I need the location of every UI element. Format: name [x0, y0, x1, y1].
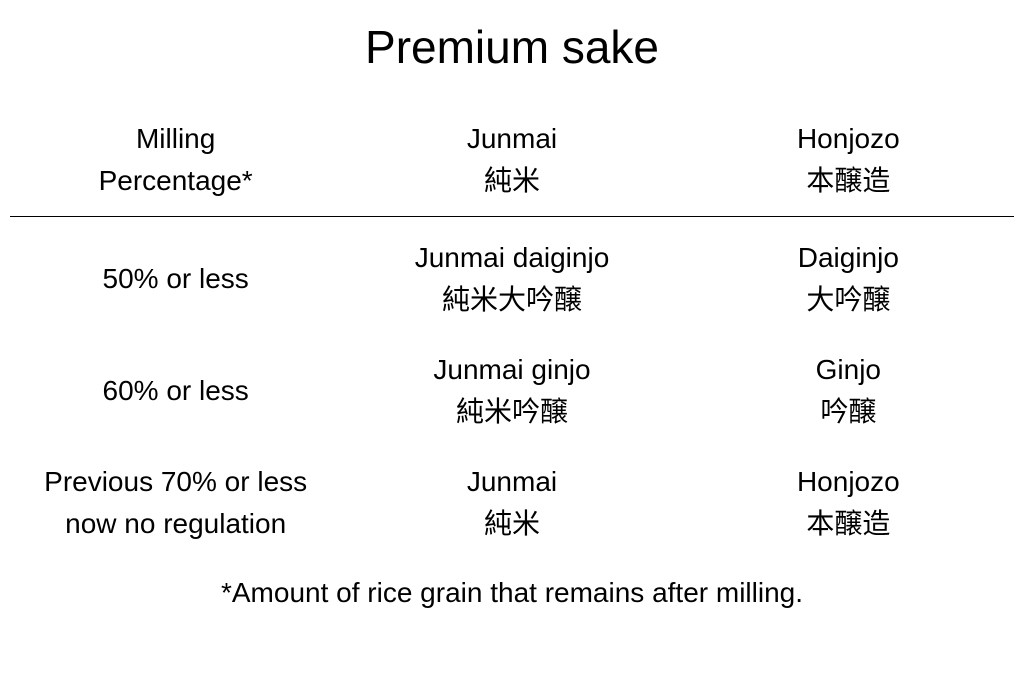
junmai-cell: Junmai 純米	[341, 461, 682, 545]
sake-table: Milling Percentage* Junmai 純米 Honjozo 本醸…	[10, 104, 1014, 559]
milling-value: 60% or less	[103, 370, 249, 412]
sake-name-en: Junmai	[467, 461, 557, 503]
sake-name-en: Junmai ginjo	[433, 349, 590, 391]
header-label-jp: 本醸造	[806, 160, 890, 202]
sake-name-jp: 本醸造	[806, 503, 890, 545]
header-label: Percentage*	[99, 160, 253, 202]
milling-cell: 60% or less	[10, 349, 341, 433]
table-row: Previous 70% or less now no regulation J…	[10, 447, 1014, 559]
honjozo-cell: Daiginjo 大吟醸	[683, 237, 1014, 321]
sake-name-jp: 大吟醸	[806, 279, 890, 321]
sake-name-en: Honjozo	[797, 461, 900, 503]
table-row: 50% or less Junmai daiginjo 純米大吟醸 Daigin…	[10, 223, 1014, 335]
milling-note: now no regulation	[65, 503, 286, 545]
table-row: 60% or less Junmai ginjo 純米吟醸 Ginjo 吟醸	[10, 335, 1014, 447]
junmai-cell: Junmai daiginjo 純米大吟醸	[341, 237, 682, 321]
header-label: Junmai	[467, 118, 557, 160]
header-cell-junmai: Junmai 純米	[341, 118, 682, 202]
table-header-row: Milling Percentage* Junmai 純米 Honjozo 本醸…	[10, 104, 1014, 217]
page-title: Premium sake	[10, 20, 1014, 74]
milling-value: 50% or less	[103, 258, 249, 300]
honjozo-cell: Ginjo 吟醸	[683, 349, 1014, 433]
milling-cell: 50% or less	[10, 237, 341, 321]
sake-name-jp: 吟醸	[820, 391, 876, 433]
sake-name-jp: 純米大吟醸	[442, 279, 582, 321]
honjozo-cell: Honjozo 本醸造	[683, 461, 1014, 545]
header-label: Milling	[136, 118, 215, 160]
header-cell-milling: Milling Percentage*	[10, 118, 341, 202]
milling-value: Previous 70% or less	[44, 461, 307, 503]
sake-name-en: Junmai daiginjo	[415, 237, 610, 279]
sake-name-en: Ginjo	[816, 349, 881, 391]
sake-name-en: Daiginjo	[798, 237, 899, 279]
sake-name-jp: 純米吟醸	[456, 391, 568, 433]
sake-name-jp: 純米	[484, 503, 540, 545]
milling-cell: Previous 70% or less now no regulation	[10, 461, 341, 545]
junmai-cell: Junmai ginjo 純米吟醸	[341, 349, 682, 433]
header-label: Honjozo	[797, 118, 900, 160]
footnote: *Amount of rice grain that remains after…	[10, 577, 1014, 609]
header-label-jp: 純米	[484, 160, 540, 202]
header-cell-honjozo: Honjozo 本醸造	[683, 118, 1014, 202]
